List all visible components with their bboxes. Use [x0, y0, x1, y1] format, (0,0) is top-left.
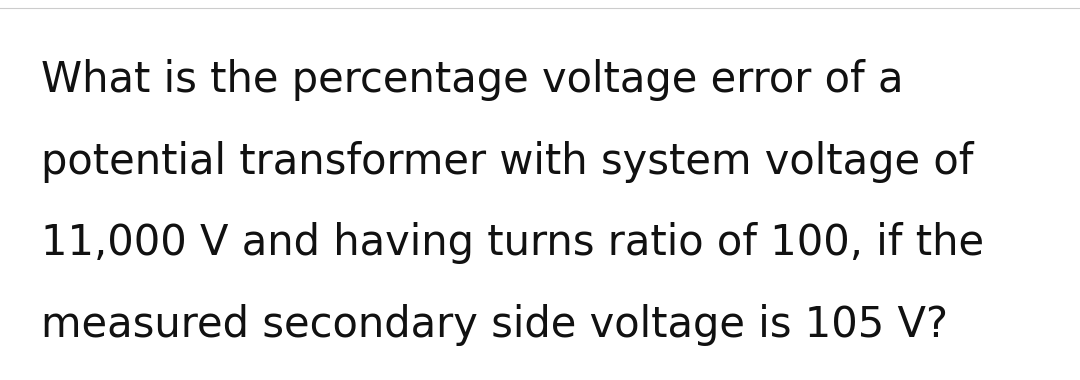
Text: 11,000 V and having turns ratio of 100, if the: 11,000 V and having turns ratio of 100, …: [41, 222, 984, 264]
Text: What is the percentage voltage error of a: What is the percentage voltage error of …: [41, 59, 904, 101]
Text: potential transformer with system voltage of: potential transformer with system voltag…: [41, 141, 973, 183]
Text: measured secondary side voltage is 105 V?: measured secondary side voltage is 105 V…: [41, 304, 948, 346]
